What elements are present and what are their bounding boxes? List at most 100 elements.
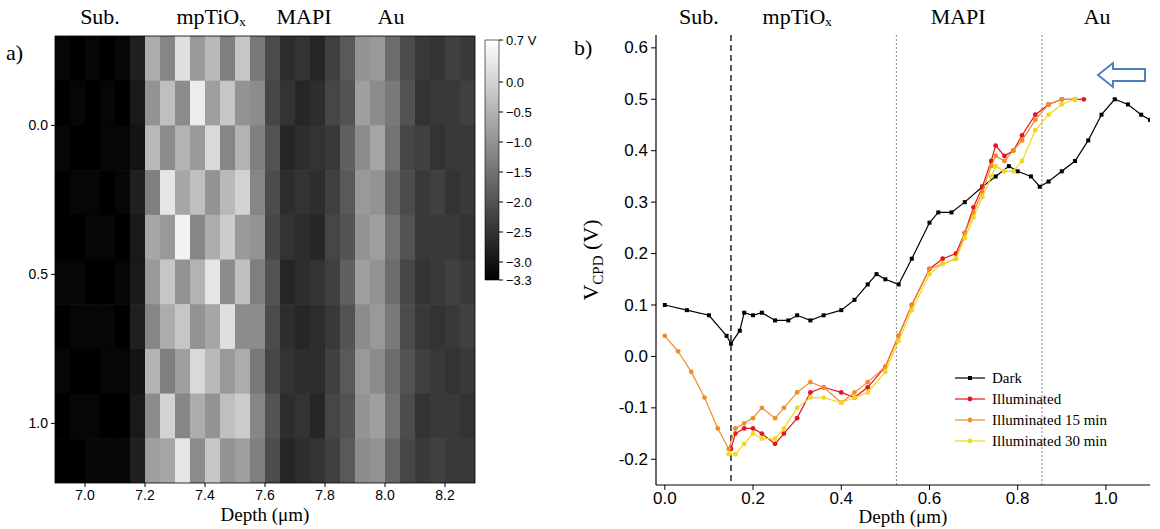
heatmap-cell [85,349,101,394]
series-marker [773,416,778,421]
heatmap-cell [130,438,146,483]
series-marker [1046,102,1051,107]
legend: DarkIlluminatedIlluminated 15 minIllumin… [955,370,1107,449]
heatmap-cell [430,438,446,483]
heatmap-cell [100,125,116,170]
heatmap-cell [280,438,296,483]
series-marker [795,390,800,395]
heatmap-cell [85,394,101,439]
y-axis-title-sub: CPD [590,255,606,284]
series-marker [808,380,813,385]
heatmap-cell [235,170,251,215]
colorbar-tick-label: 0.0 [506,75,524,90]
series-marker [1047,180,1051,184]
y-tick [51,125,55,126]
heatmap-cell [265,304,281,349]
heatmap-cell [235,349,251,394]
colorbar [485,40,499,280]
series-marker [980,195,985,200]
series-marker [896,339,901,344]
series-marker [1126,102,1130,106]
heatmap-cell [145,125,161,170]
y-tick-label: 0.0 [29,117,49,133]
series-marker [773,436,778,441]
heatmap-cells [55,36,475,483]
heatmap-cell [370,215,386,260]
heatmap-cell [355,438,371,483]
heatmap-cell [415,215,431,260]
series-marker [865,385,870,390]
heatmap-cell [340,125,356,170]
y-axis-title-unit: (V) [578,219,603,255]
heatmap-cell [370,81,386,126]
y-tick [651,356,656,357]
heatmap-cell [325,349,341,394]
heatmap-cell [175,81,191,126]
y-tick-label: 0.2 [624,244,648,263]
heatmap-cell [310,394,326,439]
heatmap-cell [445,394,461,439]
series-marker [715,426,720,431]
heatmap-cell [370,304,386,349]
heatmap-cell [430,36,446,81]
series-marker [808,390,813,395]
layer-label: MAPI [931,4,986,29]
heatmap-cell [340,36,356,81]
heatmap-cell [115,170,131,215]
series-marker [1060,169,1064,173]
heatmap-cell [355,215,371,260]
heatmap-cell [445,125,461,170]
heatmap-cell [310,260,326,305]
series-marker [1073,97,1078,102]
heatmap-cell [415,438,431,483]
heatmap-cell [385,81,401,126]
series-marker [927,221,931,225]
heatmap-cell [70,394,86,439]
series-marker [1046,112,1051,117]
series-marker [1029,174,1033,178]
heatmap-cell [295,394,311,439]
heatmap-cell [145,170,161,215]
legend-marker [968,397,973,402]
series-marker [865,380,870,385]
heatmap-cell [265,438,281,483]
legend-marker [968,439,973,444]
series-marker [808,395,813,400]
x-tick-label: 8.0 [375,487,395,503]
heatmap-cell [385,394,401,439]
heatmap-cell [235,394,251,439]
series-marker [689,369,694,374]
heatmap-cell [115,215,131,260]
series-marker [993,143,998,148]
heatmap-cell [310,125,326,170]
series-marker [821,385,826,390]
y-axis [655,35,656,485]
series-marker [936,210,940,214]
series-marker [662,333,667,338]
heatmap-cell [400,170,416,215]
series-marker [927,272,932,277]
heatmap-cell [235,36,251,81]
heatmap-cell [85,125,101,170]
series-marker [1073,159,1077,163]
heatmap-cell [205,36,221,81]
heatmap-cell [70,260,86,305]
heatmap-cell [445,81,461,126]
heatmap-cell [445,170,461,215]
heatmap-cell [100,215,116,260]
plot-area [662,97,1150,457]
heatmap-cell [100,304,116,349]
colorbar-tick-label: 0.7 V [506,33,537,48]
heatmap-cell [235,81,251,126]
heatmap-cell [295,349,311,394]
heatmap-cell [340,260,356,305]
legend-label: Dark [992,370,1022,386]
series-marker [795,313,799,317]
legend-label: Illuminated [992,391,1062,407]
heatmap-cell [160,394,176,439]
y-tick-label: 0.4 [624,141,648,160]
heatmap-cell [430,349,446,394]
series-marker [852,298,856,302]
heatmap-cell [430,81,446,126]
series-marker [940,261,945,266]
